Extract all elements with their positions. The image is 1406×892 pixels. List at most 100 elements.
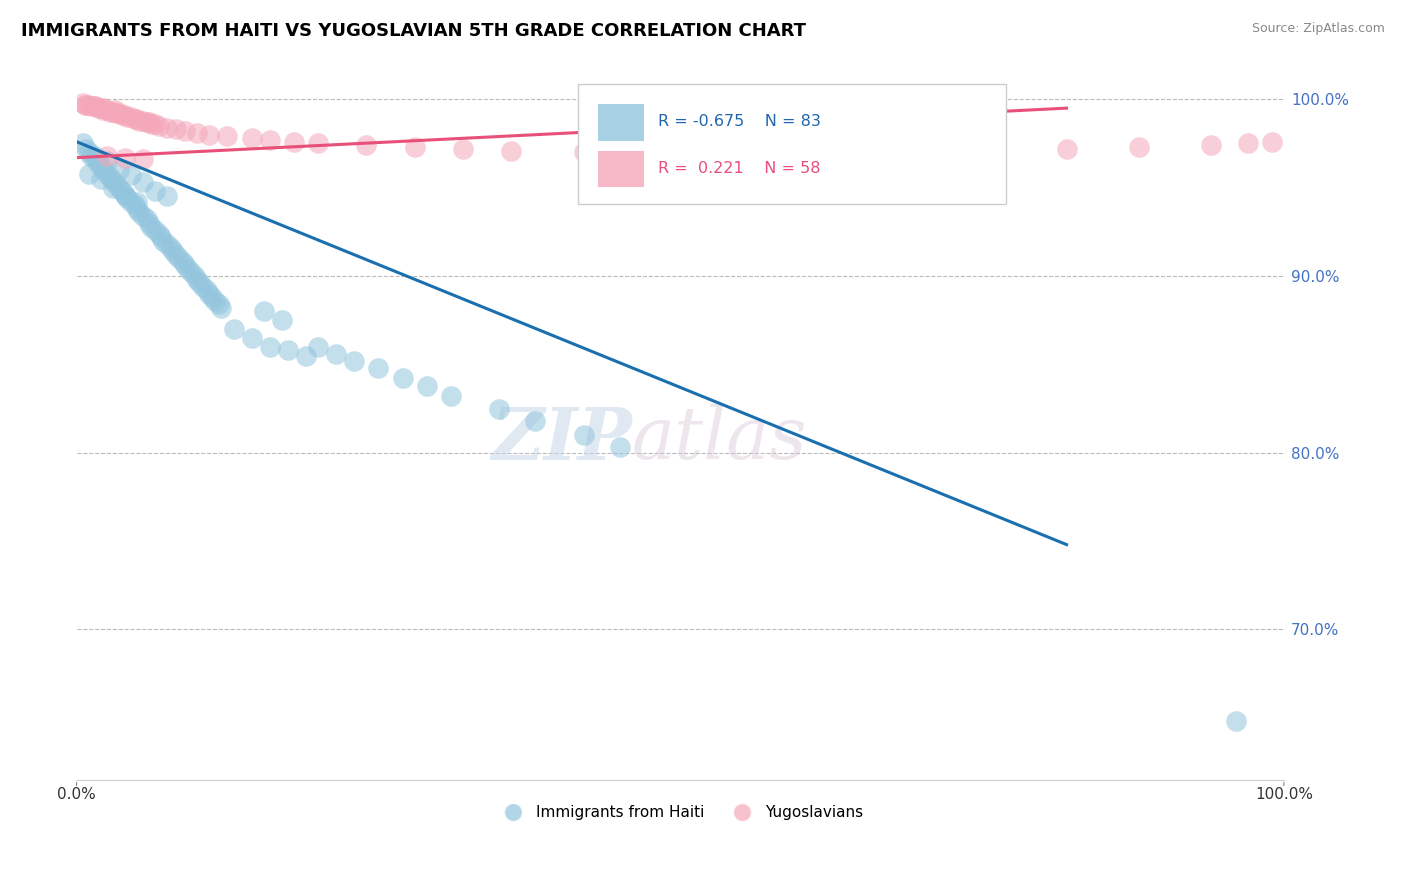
Point [356,138,378,153]
Point [120,110,142,124]
Point [572,428,595,442]
Point [165,248,187,262]
Point [96,167,118,181]
Point [105,106,128,120]
Point [240,331,263,345]
Point [325,347,347,361]
Point [87,101,110,115]
FancyBboxPatch shape [578,84,1007,203]
Point [90,160,112,174]
Point [343,354,366,368]
Text: R = -0.675    N = 83: R = -0.675 N = 83 [658,114,821,129]
Point [159,241,181,255]
Text: IMMIGRANTS FROM HAITI VS YUGOSLAVIAN 5TH GRADE CORRELATION CHART: IMMIGRANTS FROM HAITI VS YUGOSLAVIAN 5TH… [21,22,806,40]
Point [1261,135,1284,149]
Point [415,378,437,392]
Point [98,104,121,119]
Point [765,147,787,161]
Point [114,187,136,202]
Point [117,191,139,205]
Point [259,340,281,354]
Point [572,145,595,160]
Point [488,401,510,416]
Point [143,223,166,237]
Point [75,142,97,156]
Point [101,180,124,194]
Point [135,212,157,227]
Point [307,136,329,151]
Point [217,129,239,144]
Point [259,133,281,147]
Point [204,293,226,308]
Point [180,265,202,279]
Point [80,99,103,113]
Text: atlas: atlas [631,404,807,475]
Point [184,268,207,283]
Point [117,110,139,124]
Point [77,145,100,160]
Point [108,163,131,178]
Point [111,108,134,122]
Point [186,272,208,286]
Point [209,301,232,315]
Point [124,198,146,212]
Point [96,149,118,163]
Point [93,101,115,115]
Point [72,136,94,151]
Point [253,304,276,318]
Point [1225,714,1247,729]
Point [240,131,263,145]
Point [77,97,100,112]
Point [143,184,166,198]
Point [132,153,155,167]
Point [391,371,413,385]
Point [108,180,131,194]
Point [132,209,155,223]
Point [201,290,224,304]
Point [167,252,190,266]
Point [90,101,112,115]
Point [404,140,426,154]
Point [75,97,97,112]
Point [114,108,136,122]
Point [911,145,934,160]
Point [128,113,150,128]
Point [609,441,631,455]
Point [128,205,150,219]
Point [91,103,114,117]
Point [186,126,208,140]
Point [138,115,160,129]
Point [367,360,389,375]
Point [108,106,131,120]
Point [983,144,1005,158]
Point [125,194,148,209]
Point [83,99,105,113]
Point [188,276,211,290]
Point [80,149,103,163]
Point [77,167,100,181]
Point [132,175,155,189]
Point [101,173,124,187]
Bar [598,151,644,187]
Point [105,177,128,191]
Point [141,117,163,131]
Point [73,97,96,112]
Point [96,103,118,117]
Point [124,112,146,126]
Point [283,135,305,149]
Point [104,103,127,117]
Point [138,216,160,230]
Point [451,142,474,156]
Point [524,414,547,428]
Point [125,202,148,216]
Point [174,124,197,138]
Bar [598,104,644,141]
Point [90,171,112,186]
Point [208,297,231,311]
Point [98,170,121,185]
Point [270,313,292,327]
Point [198,286,221,301]
Point [148,227,170,241]
Point [135,115,157,129]
Point [83,149,105,163]
